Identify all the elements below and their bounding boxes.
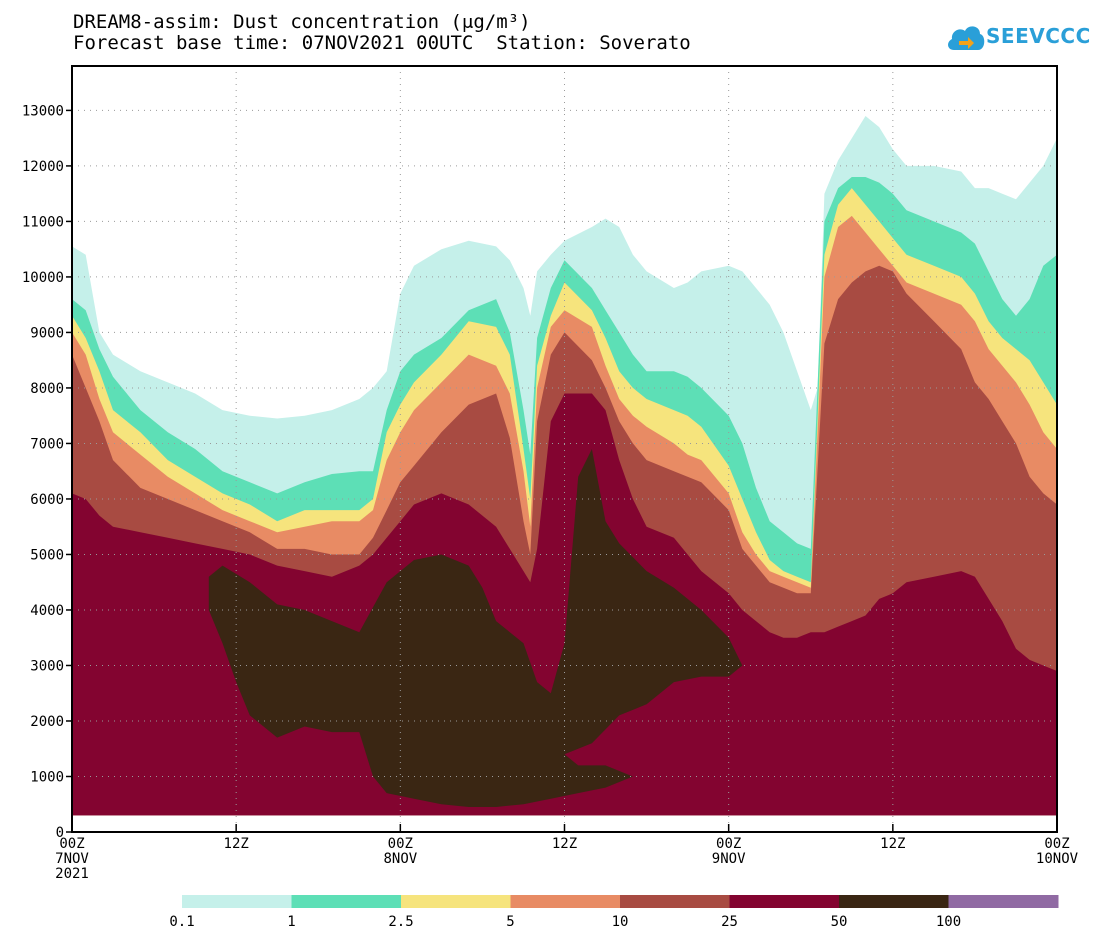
- seevccc-logo: SEEVCCC: [946, 18, 1106, 58]
- x-tick-label: 00Z: [1044, 836, 1069, 852]
- chart-title: DREAM8-assim: Dust concentration (μg/m³): [73, 11, 531, 33]
- colorbar-swatch: [182, 895, 292, 908]
- colorbar-label: 5: [506, 914, 514, 930]
- colorbar-swatch: [510, 895, 621, 908]
- y-tick-label: 5000: [30, 547, 64, 563]
- y-axis: 0 1000 2000 3000 4000 5000 6000 7000 8000 9000 100…: [22, 103, 72, 841]
- x-tick-label: 12Z: [224, 836, 249, 852]
- x-tick-label: 10NOV: [1036, 851, 1079, 867]
- x-tick-label: 00Z: [59, 836, 84, 852]
- cloud-icon: [948, 26, 985, 50]
- logo-text: SEEVCCC: [986, 24, 1091, 48]
- y-tick-label: 10000: [22, 270, 64, 286]
- colorbar-label: 0.1: [169, 914, 194, 930]
- colorbar-label: 100: [936, 914, 961, 930]
- y-tick-label: 8000: [30, 381, 64, 397]
- chart-subtitle: Forecast base time: 07NOV2021 00UTC Stat…: [73, 32, 691, 54]
- y-tick-label: 7000: [30, 436, 64, 452]
- colorbar-label: 25: [721, 914, 738, 930]
- x-tick-label: 7NOV: [55, 851, 89, 867]
- x-tick-label: 8NOV: [383, 851, 417, 867]
- x-tick-label: 2021: [55, 866, 89, 882]
- y-tick-label: 1000: [30, 769, 64, 785]
- colorbar-label: 1: [287, 914, 295, 930]
- colorbar-swatch: [729, 895, 840, 908]
- y-tick-label: 0: [56, 825, 64, 841]
- colorbar-label: 2.5: [388, 914, 413, 930]
- colorbar-label: 10: [612, 914, 629, 930]
- x-tick-label: 00Z: [388, 836, 413, 852]
- y-tick-label: 3000: [30, 658, 64, 674]
- colorbar-swatch: [620, 895, 730, 908]
- colorbar: 0.1 1 2.5 5 10 25 50 100: [169, 895, 1059, 930]
- y-tick-label: 13000: [22, 103, 64, 119]
- colorbar-label: 50: [831, 914, 848, 930]
- grid-lines: [72, 66, 1057, 832]
- y-tick-label: 4000: [30, 603, 64, 619]
- y-tick-label: 2000: [30, 714, 64, 730]
- y-tick-label: 6000: [30, 492, 64, 508]
- colorbar-swatch: [948, 895, 1059, 908]
- x-tick-label: 12Z: [552, 836, 577, 852]
- x-tick-label: 9NOV: [712, 851, 746, 867]
- y-tick-label: 9000: [30, 325, 64, 341]
- colorbar-swatch: [401, 895, 511, 908]
- x-tick-label: 12Z: [880, 836, 905, 852]
- colorbar-swatch: [839, 895, 949, 908]
- contour-layers: [72, 116, 1057, 816]
- x-tick-label: 00Z: [716, 836, 741, 852]
- y-tick-label: 11000: [22, 214, 64, 230]
- y-tick-label: 12000: [22, 159, 64, 175]
- colorbar-swatch: [291, 895, 402, 908]
- contour-level-50-region: [208, 449, 743, 807]
